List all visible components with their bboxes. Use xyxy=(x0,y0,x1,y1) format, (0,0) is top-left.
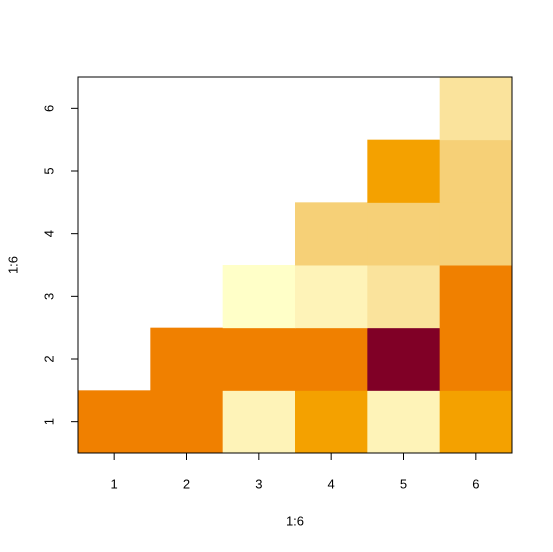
x-tick-label: 5 xyxy=(400,476,407,491)
heat-cell xyxy=(150,390,224,454)
x-axis-label: 1:6 xyxy=(286,513,304,528)
heat-cell xyxy=(150,327,224,391)
heat-cell xyxy=(367,327,441,391)
y-tick-label: 3 xyxy=(41,293,56,300)
y-tick-label: 1 xyxy=(41,418,56,425)
y-axis-label: 1:6 xyxy=(5,256,20,274)
y-tick-label: 2 xyxy=(41,355,56,362)
heat-cell xyxy=(295,390,368,454)
heat-cell xyxy=(222,327,296,391)
heat-cell xyxy=(367,202,441,266)
heat-cell xyxy=(295,202,368,266)
heat-cell xyxy=(222,390,296,454)
x-tick-label: 6 xyxy=(472,476,479,491)
heat-cell xyxy=(439,390,513,454)
heat-cell xyxy=(367,139,441,203)
heat-cell xyxy=(439,202,513,266)
x-tick-label: 3 xyxy=(255,476,262,491)
plot-frame xyxy=(77,76,513,454)
heat-cell xyxy=(78,390,151,454)
heat-cell xyxy=(439,139,513,203)
x-tick-label: 4 xyxy=(328,476,335,491)
heat-cell xyxy=(222,265,296,329)
y-tick-label: 5 xyxy=(41,167,56,174)
heat-cell xyxy=(439,327,513,391)
heat-cell xyxy=(295,265,368,329)
y-tick-label: 4 xyxy=(41,230,56,237)
heat-cell xyxy=(367,265,441,329)
heat-cell xyxy=(439,265,513,329)
heat-cell xyxy=(367,390,441,454)
heat-cell xyxy=(439,77,513,141)
x-tick-label: 1 xyxy=(111,476,118,491)
y-tick-label: 6 xyxy=(41,105,56,112)
x-tick-label: 2 xyxy=(183,476,190,491)
heat-cell xyxy=(295,327,368,391)
